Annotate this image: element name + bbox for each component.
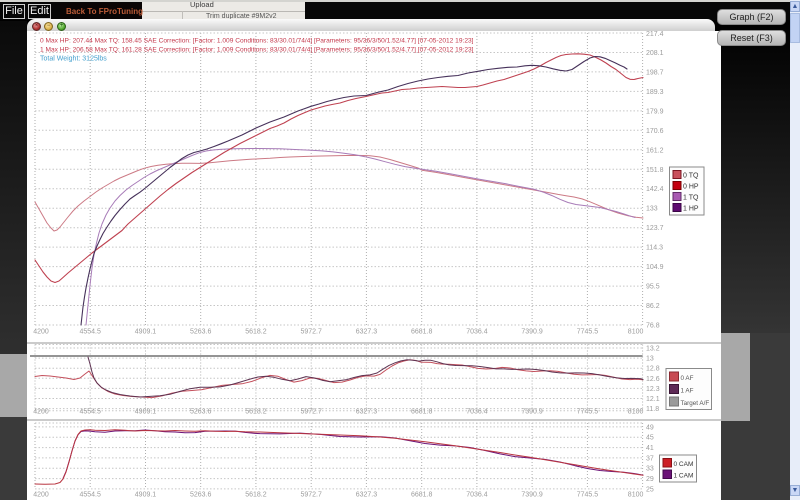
- svg-text:41: 41: [646, 445, 654, 452]
- svg-text:1 CAM: 1 CAM: [674, 473, 694, 480]
- svg-text:5618.2: 5618.2: [245, 329, 267, 336]
- svg-text:114.3: 114.3: [646, 245, 663, 252]
- svg-text:12.8: 12.8: [646, 366, 660, 373]
- svg-text:6681.8: 6681.8: [411, 329, 433, 336]
- svg-text:198.7: 198.7: [646, 69, 664, 76]
- svg-text:13.2: 13.2: [646, 346, 660, 353]
- svg-text:133: 133: [646, 206, 658, 213]
- svg-text:208.1: 208.1: [646, 50, 664, 57]
- svg-text:8100: 8100: [628, 492, 644, 499]
- svg-text:7036.4: 7036.4: [466, 492, 488, 499]
- svg-text:7390.9: 7390.9: [521, 492, 543, 499]
- svg-text:5618.2: 5618.2: [245, 409, 267, 416]
- svg-text:Total Weight: 3125lbs: Total Weight: 3125lbs: [40, 56, 107, 63]
- svg-text:1 TQ: 1 TQ: [683, 195, 699, 202]
- svg-text:5263.6: 5263.6: [190, 329, 212, 336]
- svg-text:4200: 4200: [33, 492, 49, 499]
- svg-text:6327.3: 6327.3: [356, 409, 378, 416]
- svg-text:7036.4: 7036.4: [466, 329, 488, 336]
- svg-text:170.6: 170.6: [646, 128, 664, 135]
- svg-text:0 TQ: 0 TQ: [683, 173, 699, 180]
- svg-text:12.3: 12.3: [646, 386, 660, 393]
- svg-text:6681.8: 6681.8: [411, 492, 433, 499]
- svg-text:7390.9: 7390.9: [521, 329, 543, 336]
- svg-text:6327.3: 6327.3: [356, 492, 378, 499]
- svg-text:161.2: 161.2: [646, 147, 664, 154]
- svg-text:4554.5: 4554.5: [79, 329, 101, 336]
- svg-text:217.4: 217.4: [646, 31, 664, 38]
- svg-text:5972.7: 5972.7: [300, 329, 322, 336]
- svg-text:29: 29: [646, 476, 654, 483]
- svg-text:5972.7: 5972.7: [300, 409, 322, 416]
- svg-text:8100: 8100: [628, 329, 644, 336]
- svg-text:0 Max HP: 207.44 Max TQ: 158.4: 0 Max HP: 207.44 Max TQ: 158.45 SAE Corr…: [40, 38, 474, 45]
- svg-text:86.2: 86.2: [646, 303, 660, 310]
- svg-text:8100: 8100: [628, 409, 644, 416]
- svg-text:49: 49: [646, 424, 654, 431]
- svg-text:7745.5: 7745.5: [577, 329, 599, 336]
- svg-text:37: 37: [646, 455, 654, 462]
- svg-text:4200: 4200: [33, 329, 49, 336]
- svg-text:1 HP: 1 HP: [683, 206, 699, 213]
- svg-text:45: 45: [646, 435, 654, 442]
- svg-text:4909.1: 4909.1: [135, 409, 157, 416]
- svg-text:12.6: 12.6: [646, 376, 660, 383]
- svg-text:5972.7: 5972.7: [300, 492, 322, 499]
- svg-text:5618.2: 5618.2: [245, 492, 267, 499]
- svg-text:189.3: 189.3: [646, 89, 664, 96]
- svg-text:4909.1: 4909.1: [135, 492, 157, 499]
- svg-text:12.1: 12.1: [646, 396, 660, 403]
- svg-text:0 CAM: 0 CAM: [674, 461, 694, 468]
- svg-text:7036.4: 7036.4: [466, 409, 488, 416]
- svg-text:Target A/F: Target A/F: [681, 400, 710, 407]
- svg-text:6681.8: 6681.8: [411, 409, 433, 416]
- svg-text:25: 25: [646, 486, 654, 493]
- svg-text:104.9: 104.9: [646, 264, 664, 271]
- svg-text:6327.3: 6327.3: [356, 329, 378, 336]
- svg-text:95.5: 95.5: [646, 284, 660, 291]
- svg-text:4909.1: 4909.1: [135, 329, 157, 336]
- svg-text:4554.5: 4554.5: [79, 492, 101, 499]
- svg-text:151.8: 151.8: [646, 167, 664, 174]
- svg-text:0 AF: 0 AF: [681, 375, 694, 382]
- svg-text:5263.6: 5263.6: [190, 409, 212, 416]
- svg-text:13: 13: [646, 356, 654, 363]
- svg-text:4554.5: 4554.5: [79, 409, 101, 416]
- svg-text:1 Max HP: 206.58 Max TQ: 161.2: 1 Max HP: 206.58 Max TQ: 161.28 SAE Corr…: [40, 47, 474, 54]
- svg-text:123.7: 123.7: [646, 225, 664, 232]
- svg-text:7745.5: 7745.5: [577, 409, 599, 416]
- svg-text:1 AF: 1 AF: [681, 388, 694, 395]
- svg-text:4200: 4200: [33, 409, 49, 416]
- svg-text:179.9: 179.9: [646, 108, 664, 115]
- svg-text:7745.5: 7745.5: [577, 492, 599, 499]
- svg-text:142.4: 142.4: [646, 186, 664, 193]
- svg-text:33: 33: [646, 466, 654, 473]
- svg-text:76.8: 76.8: [646, 323, 660, 330]
- svg-text:5263.6: 5263.6: [190, 492, 212, 499]
- svg-text:11.8: 11.8: [646, 406, 659, 413]
- svg-text:0 HP: 0 HP: [683, 184, 699, 191]
- svg-text:7390.9: 7390.9: [521, 409, 543, 416]
